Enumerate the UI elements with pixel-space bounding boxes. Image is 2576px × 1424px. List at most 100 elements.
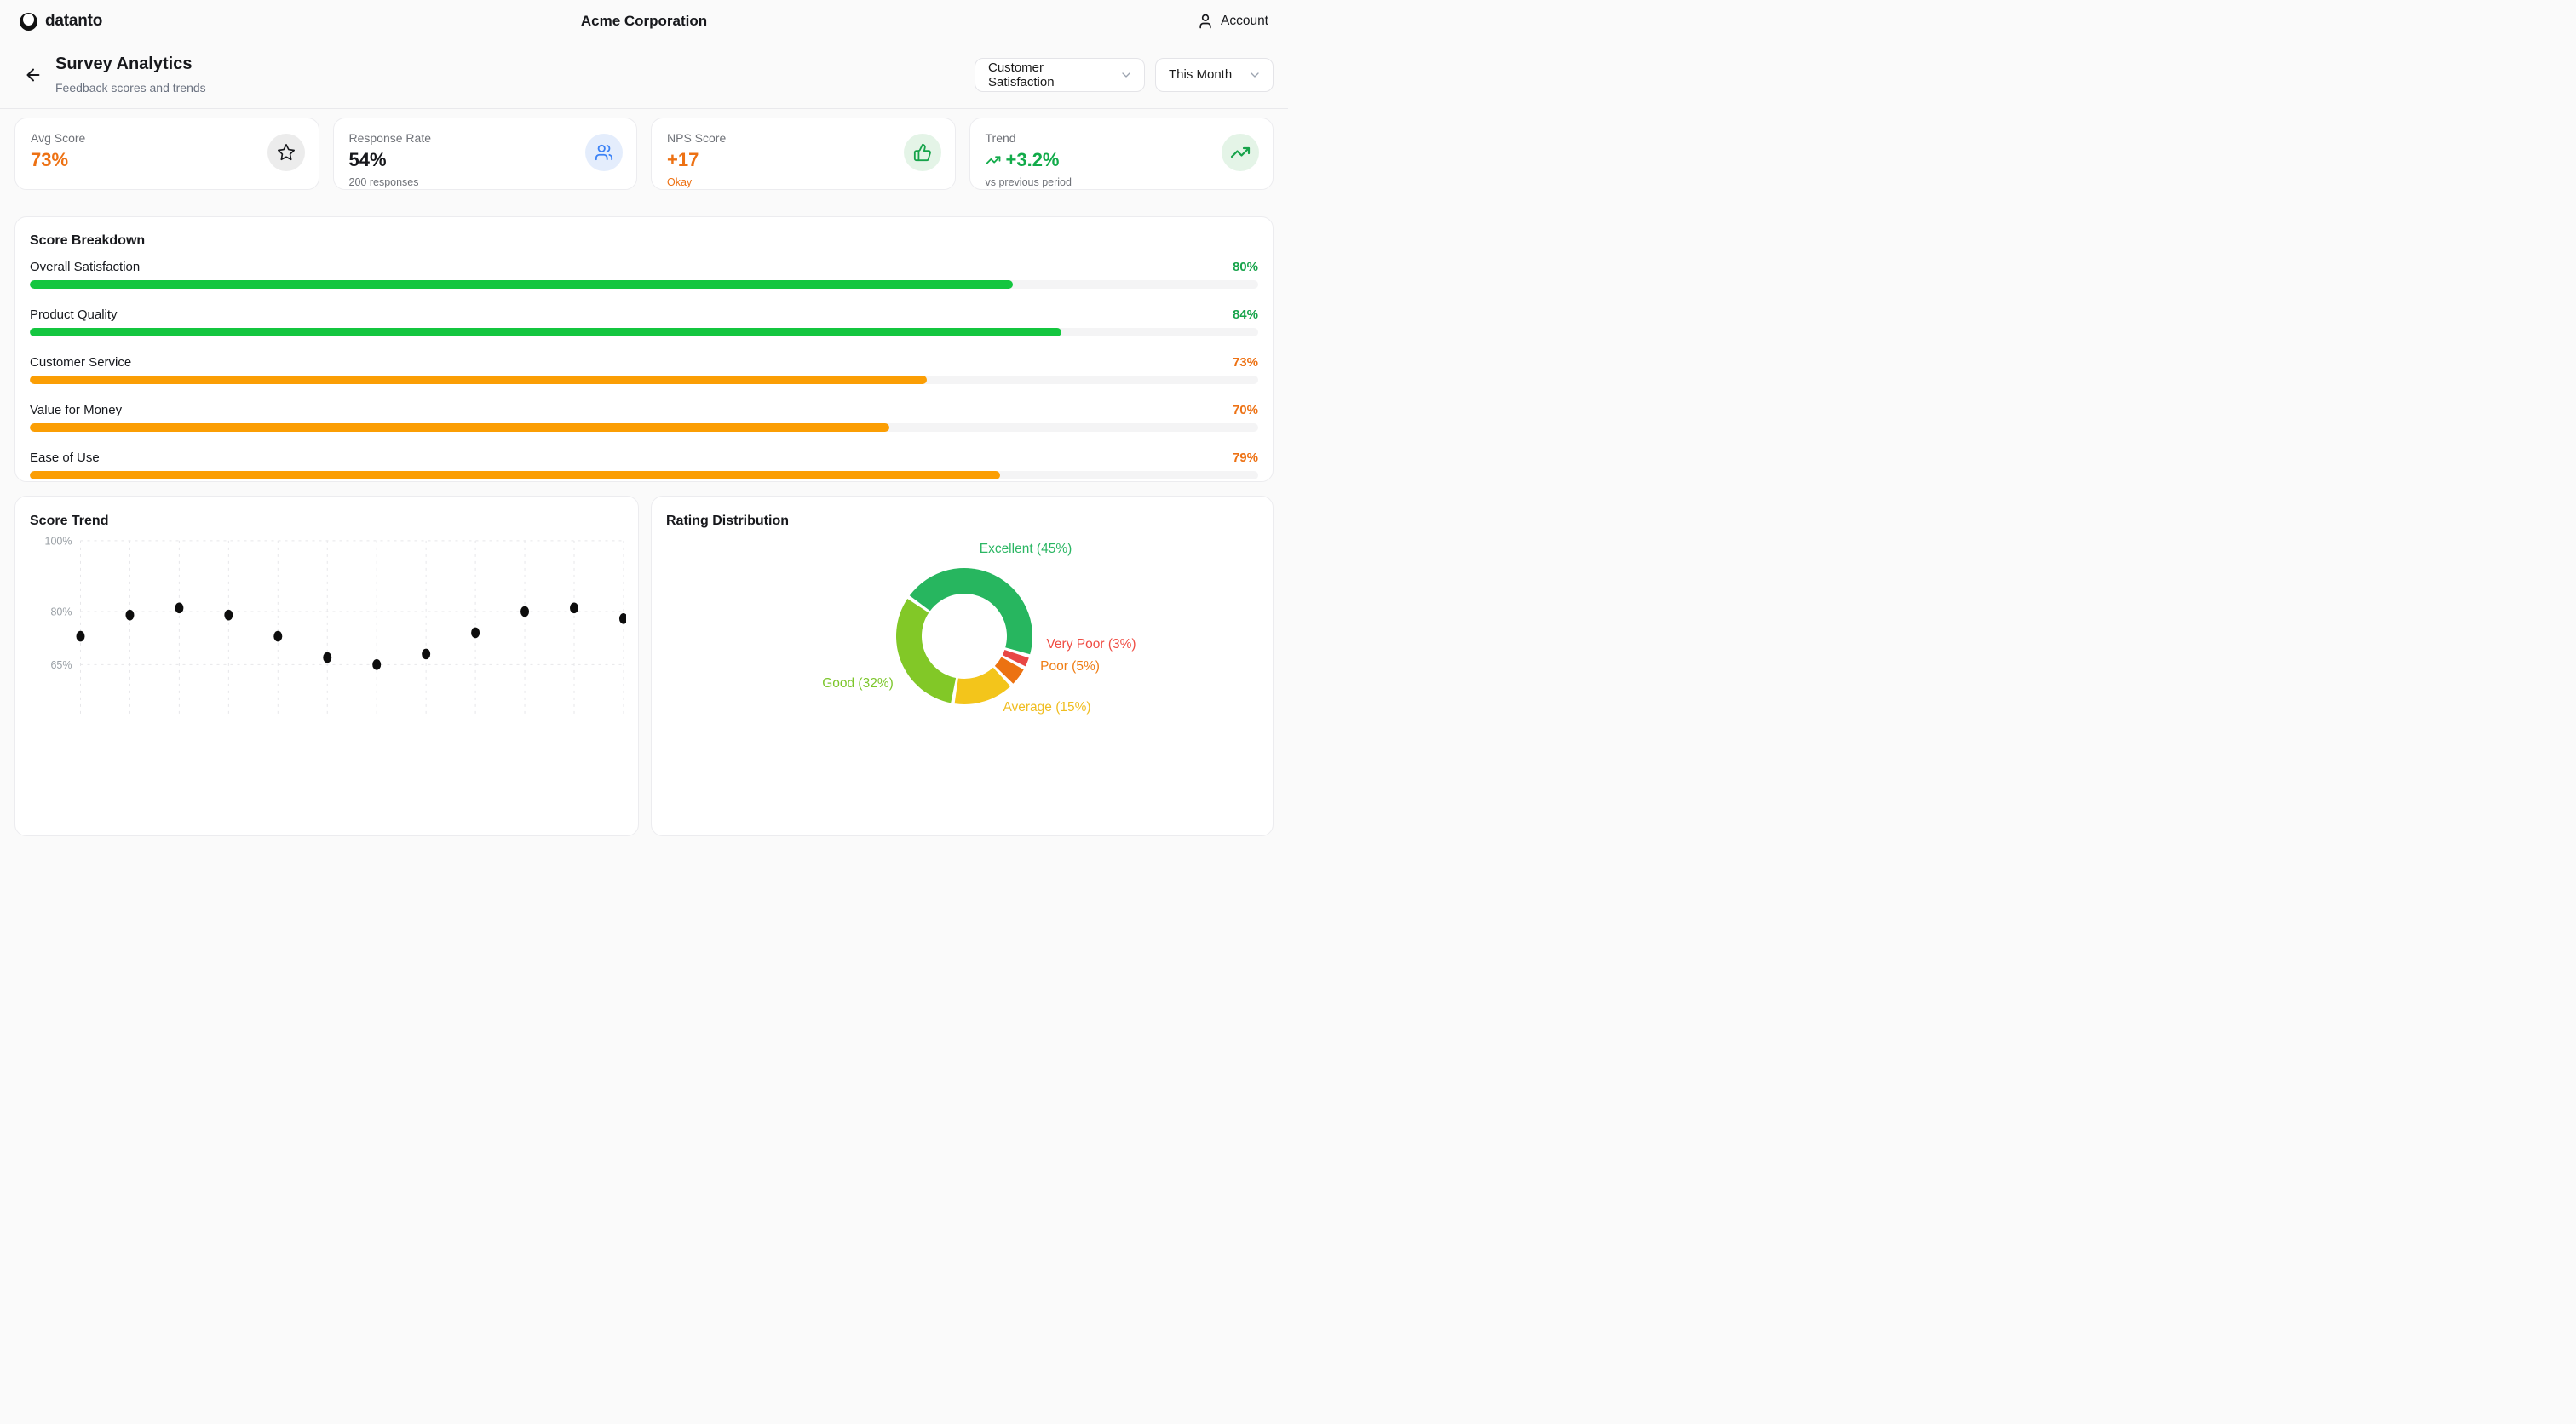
y-axis-tick-label: 65%	[50, 659, 72, 671]
scatter-point	[76, 630, 85, 642]
breakdown-row: Product Quality 84%	[30, 307, 1258, 336]
breakdown-value-label: 80%	[1232, 260, 1258, 274]
breakdown-bar-fill	[30, 376, 927, 384]
breakdown-row: Overall Satisfaction 80%	[30, 260, 1258, 289]
stat-sub: vs previous period	[985, 176, 1072, 188]
score-breakdown-panel: Score Breakdown Overall Satisfaction 80% P…	[14, 216, 1274, 482]
user-icon	[1199, 14, 1211, 29]
scatter-point	[224, 609, 233, 621]
stat-label: Response Rate	[348, 131, 432, 145]
stat-sub: Okay	[667, 176, 693, 188]
breakdown-category-label: Product Quality	[30, 307, 118, 322]
scatter-point	[618, 613, 626, 624]
stat-card-nps-score: NPS Score +17 Okay	[651, 118, 956, 190]
breakdown-value-label: 73%	[1232, 355, 1258, 370]
scatter-point	[520, 606, 530, 617]
breakdown-category-label: Value for Money	[30, 403, 123, 417]
stat-value: +3.2%	[1005, 149, 1060, 170]
page-header: Survey Analytics Feedback scores and tre…	[0, 43, 1288, 109]
trending-up-icon	[986, 156, 1000, 164]
breakdown-bar-fill	[30, 423, 890, 432]
company-name: Acme Corporation	[580, 13, 708, 29]
account-button[interactable]: Account	[1197, 13, 1268, 30]
donut-slice	[994, 657, 1024, 684]
breakdown-row: Value for Money 70%	[30, 403, 1258, 432]
donut-slice-label: Good (32%)	[822, 676, 894, 691]
stat-value: +17	[667, 149, 699, 170]
score-trend-title: Score Trend	[30, 514, 109, 528]
scatter-point	[422, 648, 431, 660]
filters: Customer Satisfaction This Month	[975, 57, 1274, 92]
period-filter-value: This Month	[1169, 67, 1233, 82]
breakdown-value-label: 84%	[1232, 307, 1258, 322]
scatter-point	[372, 659, 382, 670]
breakdown-bar-track	[30, 280, 1258, 289]
brand[interactable]: datanto	[20, 12, 102, 31]
stat-value: 73%	[31, 149, 69, 170]
scatter-point	[273, 630, 283, 642]
donut-slice-label: Poor (5%)	[1040, 659, 1100, 674]
stat-card-avg-score: Avg Score 73%	[14, 118, 319, 190]
donut-slice	[896, 598, 957, 703]
breakdown-bar-track	[30, 376, 1258, 384]
donut-slice	[954, 667, 1011, 704]
y-axis-tick-label: 80%	[50, 606, 72, 618]
breakdown-value-label: 79%	[1232, 451, 1258, 465]
chevron-down-icon	[1251, 72, 1259, 78]
period-filter-dropdown[interactable]: This Month	[1155, 57, 1274, 92]
stat-cards-row: Avg Score 73% Response Rate 54% 200 resp…	[0, 109, 1288, 190]
score-trend-panel: Score Trend 100% 80% 65%	[14, 496, 639, 836]
account-label: Account	[1220, 14, 1268, 28]
breakdown-bar-track	[30, 423, 1258, 432]
breakdown-bar-fill	[30, 471, 1001, 479]
breakdown-category-label: Ease of Use	[30, 451, 100, 465]
star-icon	[267, 134, 305, 171]
breakdown-row: Ease of Use 79%	[30, 451, 1258, 479]
rating-distribution-panel: Rating Distribution Excellent (45%) Very …	[651, 496, 1274, 836]
breakdown-bar-track	[30, 471, 1258, 479]
bottom-charts-row: Score Trend 100% 80% 65% Rating Distributi…	[14, 496, 1274, 836]
donut-slice-label: Excellent (45%)	[979, 542, 1072, 556]
stat-label: NPS Score	[667, 131, 727, 145]
stat-card-response-rate: Response Rate 54% 200 responses	[332, 118, 637, 190]
metric-filter-value: Customer Satisfaction	[988, 60, 1055, 89]
scatter-point	[570, 602, 578, 614]
breakdown-bar-fill	[30, 328, 1062, 336]
breakdown-value-label: 70%	[1232, 403, 1258, 417]
donut-slice	[909, 568, 1032, 655]
score-breakdown-title: Score Breakdown	[30, 233, 146, 248]
metric-filter-dropdown[interactable]: Customer Satisfaction	[975, 57, 1145, 92]
score-breakdown-rows: Overall Satisfaction 80% Product Quality 84…	[30, 260, 1258, 479]
stat-card-trend: Trend +3.2% vs previous period	[969, 118, 1274, 190]
scatter-point	[175, 602, 184, 614]
scatter-point	[471, 627, 480, 639]
donut-slice	[1002, 649, 1029, 667]
thumbs-up-icon	[903, 134, 941, 171]
chevron-down-icon	[1122, 72, 1130, 78]
stat-label: Trend	[985, 131, 1016, 145]
donut-slice-label: Very Poor (3%)	[1046, 637, 1136, 652]
breakdown-category-label: Customer Service	[30, 355, 132, 370]
breakdown-bar-track	[30, 328, 1258, 336]
trending-up-icon	[1222, 134, 1259, 171]
stat-sub: 200 responses	[348, 176, 419, 188]
score-trend-chart: 100% 80% 65%	[30, 534, 626, 715]
users-icon	[585, 134, 623, 171]
scatter-point	[323, 652, 332, 663]
page-title: Survey Analytics	[55, 55, 193, 73]
stat-value-row: +3.2%	[986, 149, 1258, 171]
scatter-point	[125, 609, 135, 621]
donut-slice-label: Average (15%)	[1003, 700, 1091, 715]
topbar: datanto Acme Corporation Account	[0, 0, 1288, 43]
stat-value: 54%	[348, 149, 387, 170]
breakdown-row: Customer Service 73%	[30, 355, 1258, 384]
breakdown-bar-fill	[30, 280, 1013, 289]
brand-name: datanto	[45, 12, 103, 30]
page-subtitle: Feedback scores and trends	[55, 81, 206, 95]
y-axis-tick-label: 100%	[45, 535, 72, 547]
rating-distribution-title: Rating Distribution	[666, 514, 789, 528]
back-button[interactable]	[23, 65, 43, 85]
breakdown-category-label: Overall Satisfaction	[30, 260, 141, 274]
brand-logo-icon	[20, 12, 37, 31]
arrow-left-icon	[26, 68, 40, 81]
